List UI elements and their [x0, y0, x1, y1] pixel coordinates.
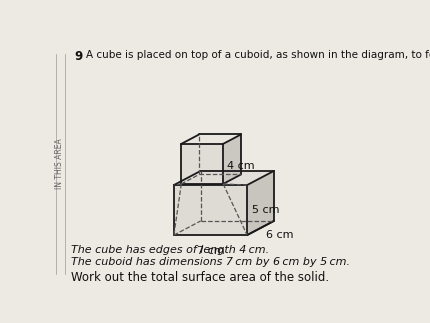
Text: 6 cm: 6 cm [266, 230, 294, 240]
Text: The cuboid has dimensions 7 cm by 6 cm by 5 cm.: The cuboid has dimensions 7 cm by 6 cm b… [71, 257, 350, 267]
Text: 7 cm: 7 cm [197, 246, 224, 256]
Text: IN THIS AREA: IN THIS AREA [55, 138, 64, 189]
Text: A cube is placed on top of a cuboid, as shown in the diagram, to form a solid.: A cube is placed on top of a cuboid, as … [86, 49, 430, 59]
Polygon shape [247, 171, 274, 235]
Polygon shape [181, 134, 241, 144]
Text: Work out the total surface area of the solid.: Work out the total surface area of the s… [71, 271, 329, 284]
Polygon shape [174, 185, 247, 235]
Polygon shape [223, 134, 241, 184]
Text: 4 cm: 4 cm [227, 161, 255, 171]
Text: The cube has edges of length 4 cm.: The cube has edges of length 4 cm. [71, 245, 269, 255]
Polygon shape [174, 171, 274, 185]
Polygon shape [181, 144, 223, 184]
Text: 5 cm: 5 cm [252, 205, 279, 215]
Text: 9: 9 [75, 49, 83, 63]
